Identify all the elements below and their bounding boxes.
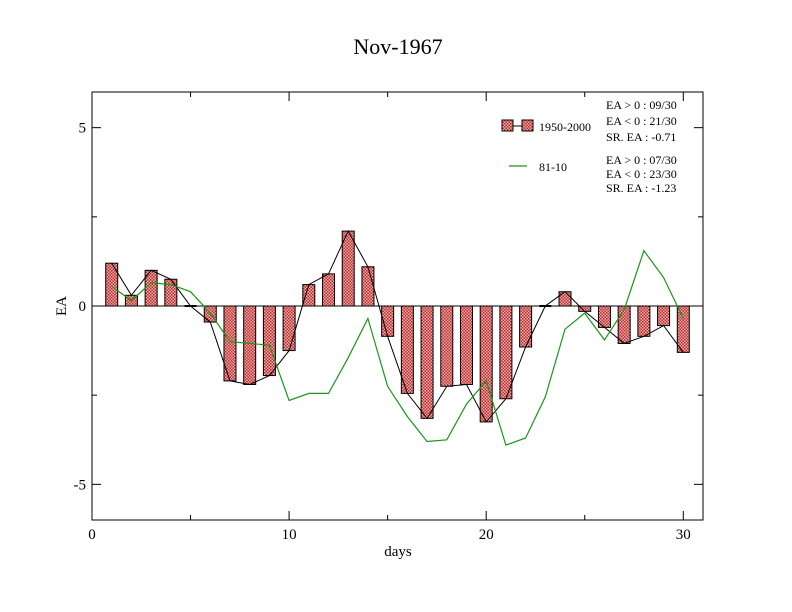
- bar-1950-2000: [657, 305, 671, 327]
- legend-label-1950-2000: 1950-2000: [539, 120, 591, 134]
- legend-label-81-10: 81-10: [539, 160, 567, 174]
- stats-1950-2000: EA < 0 : 21/30: [606, 114, 677, 128]
- x-axis-label: days: [384, 544, 412, 560]
- legend-swatch-1950-2000: [521, 119, 534, 132]
- stats-81-10: SR. EA : -1.23: [606, 181, 676, 195]
- bar-1950-2000: [302, 284, 316, 307]
- stats-1950-2000: SR. EA : -0.71: [606, 130, 676, 144]
- stats-81-10: EA < 0 : 23/30: [606, 167, 677, 181]
- stats-81-10: EA > 0 : 07/30: [606, 153, 677, 167]
- x-tick-label: 20: [479, 527, 494, 543]
- x-tick-label: 0: [88, 527, 96, 543]
- legend: 1950-2000 81-10 EA > 0 : 09/30 EA < 0 : 21/…: [501, 98, 677, 195]
- bar-1950-2000: [282, 305, 296, 352]
- legend-swatch-1950-2000: [501, 119, 514, 132]
- bar-1950-2000: [361, 266, 375, 307]
- bar-1950-2000: [322, 273, 336, 307]
- bar-1950-2000: [459, 305, 473, 385]
- bar-1950-2000: [519, 305, 533, 348]
- bar-1950-2000: [262, 305, 276, 377]
- chart-title: Nov-1967: [353, 34, 442, 59]
- y-tick-label: 5: [79, 121, 87, 137]
- bar-1950-2000: [558, 291, 572, 307]
- bar-1950-2000: [341, 230, 355, 307]
- series-line-1950-2000: [111, 229, 684, 423]
- bar-1950-2000: [617, 305, 631, 344]
- y-axis-label: EA: [54, 296, 70, 316]
- bar-1950-2000: [243, 305, 257, 385]
- plot-area: 0 10 20 30 -5 0 5: [74, 91, 704, 543]
- bar-1950-2000: [440, 305, 454, 387]
- y-tick-label: 0: [79, 299, 87, 315]
- bar-1950-2000: [420, 305, 434, 419]
- bar-1950-2000: [479, 305, 493, 423]
- bar-1950-2000: [499, 305, 513, 400]
- x-tick-label: 10: [282, 527, 297, 543]
- bar-1950-2000: [164, 278, 178, 307]
- bar-1950-2000: [676, 305, 690, 353]
- stats-1950-2000: EA > 0 : 09/30: [606, 98, 677, 112]
- bar-1950-2000: [637, 305, 651, 337]
- series-line-81-10: [111, 249, 684, 446]
- x-tick-label: 30: [676, 527, 691, 543]
- y-tick-label: -5: [74, 477, 87, 493]
